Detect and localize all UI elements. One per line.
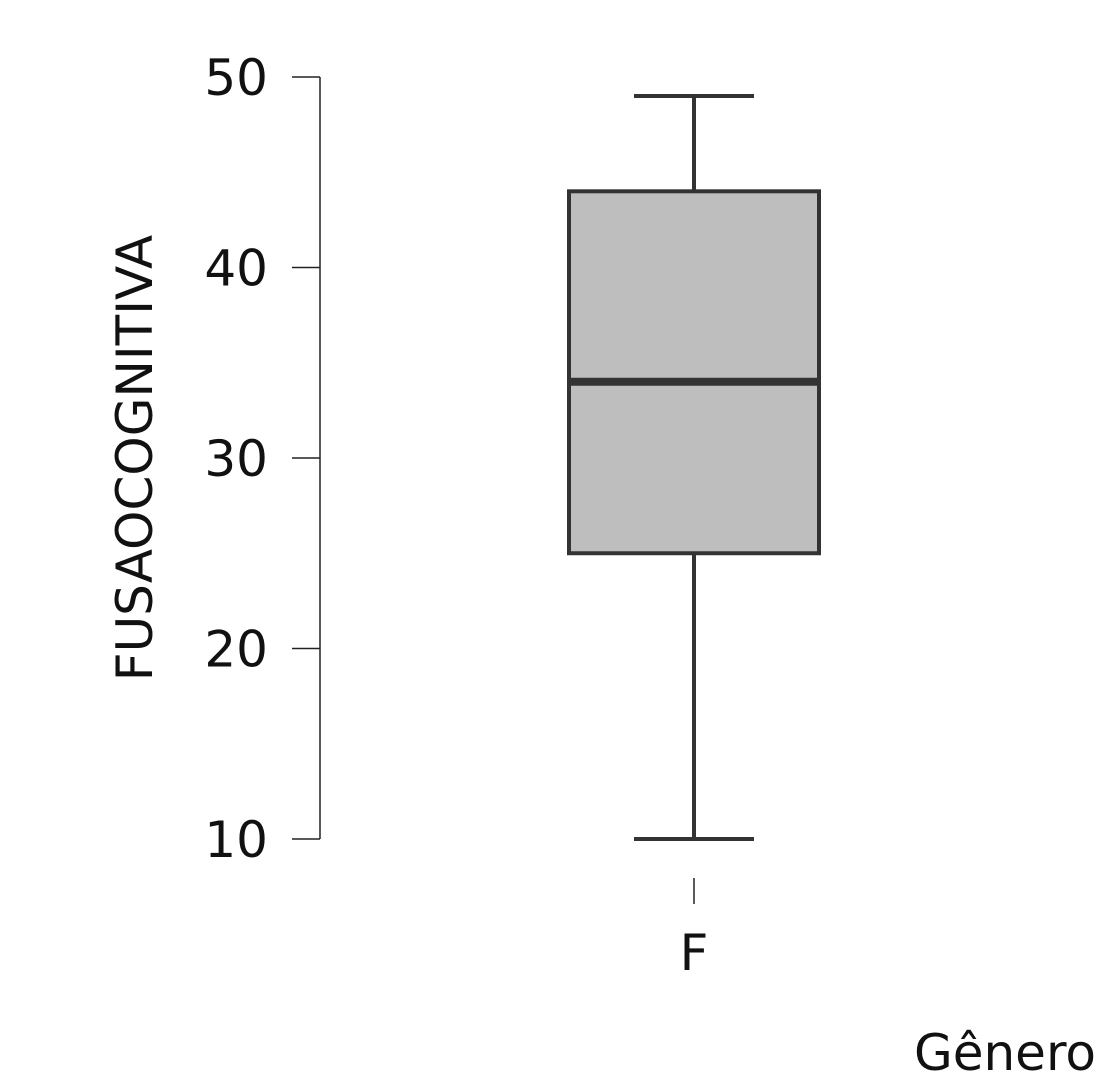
iqr-box <box>567 189 821 556</box>
y-tick-label-20: 20 <box>204 621 268 679</box>
x-axis-title: Gênero <box>914 1024 1096 1080</box>
y-axis: 10 20 30 40 50 <box>204 49 321 869</box>
plot-area <box>567 94 821 841</box>
y-tick-label-10: 10 <box>204 811 268 869</box>
y-tick-label-50: 50 <box>204 49 268 107</box>
x-axis: F <box>680 878 709 982</box>
y-tick-label-40: 40 <box>204 240 268 298</box>
x-tick-label-F: F <box>680 924 709 982</box>
y-axis-title: FUSAOCOGNITIVA <box>106 235 164 681</box>
y-tick-label-30: 30 <box>204 430 268 488</box>
